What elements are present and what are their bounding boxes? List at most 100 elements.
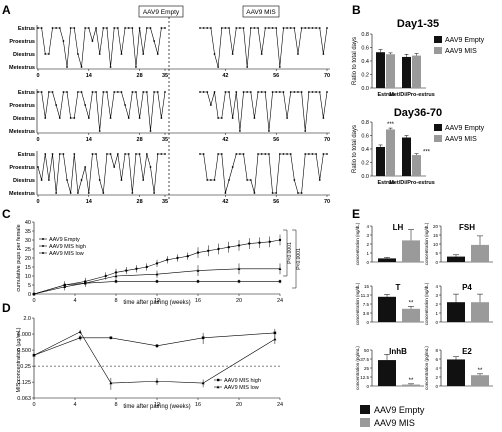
b-ytick-label: 0.4 (361, 59, 369, 65)
c-xtick-label: 24 (277, 298, 283, 304)
cycle-point (77, 53, 79, 55)
d-xtick-label: 4 (73, 402, 76, 408)
e-bar (471, 302, 489, 322)
e-bar (402, 384, 420, 386)
cycle-trace (200, 153, 327, 194)
cycle-point (40, 91, 43, 93)
cycle-point (202, 91, 205, 93)
e-ytick-label: 11.3 (361, 293, 370, 298)
a-xtick-label: 28 (137, 137, 143, 143)
cycle-point (66, 66, 68, 68)
c-ytick-label: 30 (25, 238, 31, 244)
d-ylabel: MIS concentration (µg/mL) (16, 327, 22, 392)
cycle-point (286, 27, 288, 29)
e-ytick-label: 0 (435, 384, 438, 389)
cycle-point (95, 91, 97, 93)
cycle-point (242, 27, 245, 29)
cycle-point (228, 27, 230, 29)
cycle-point (47, 53, 50, 55)
cycle-point (231, 166, 234, 168)
c-point (217, 247, 220, 251)
c-point (145, 265, 148, 269)
cycle-point (239, 130, 241, 132)
cycle-point (98, 53, 101, 55)
cycle-point (145, 91, 148, 93)
cycle-point (69, 192, 72, 194)
d-point (78, 336, 82, 340)
cycle-point (51, 91, 54, 93)
cycle-point (326, 27, 328, 29)
b-bar (402, 137, 411, 176)
e-sig-mark: ** (409, 378, 414, 384)
cycle-point (58, 27, 61, 29)
cycle-point (66, 179, 68, 181)
e-sig-mark: ** (478, 368, 483, 374)
state-label: Metestrus (9, 129, 35, 135)
cycle-point (84, 166, 87, 168)
d-legend-marker (216, 385, 220, 389)
cycle-trace (200, 27, 328, 68)
e-ytick-label: 15 (433, 233, 439, 238)
d-point (201, 381, 205, 385)
cycle-point (102, 27, 105, 29)
cycle-point (293, 27, 296, 29)
cycle-point (289, 153, 292, 155)
c-xtick-label: 4 (73, 298, 76, 304)
cycle-point (311, 27, 314, 29)
cycle-point (44, 53, 47, 55)
e-ytick-label: 0 (366, 384, 369, 389)
b-bar (402, 56, 411, 88)
c-point (207, 249, 210, 252)
cycle-point (228, 179, 230, 181)
cycle-point (160, 153, 163, 155)
cycle-point (315, 27, 318, 29)
panel-d: MIS concentration (µg/mL) time after pai… (16, 316, 283, 410)
b-legend-swatch (434, 47, 442, 54)
c-point (104, 274, 107, 278)
cycle-point (300, 91, 303, 93)
cycle-point (264, 91, 267, 93)
e-legend-swatch-empty (360, 405, 370, 414)
b-bar (412, 55, 421, 88)
cycle-point (209, 104, 212, 106)
cycle-point (307, 27, 310, 29)
cycle-point (120, 53, 123, 55)
state-label: Metestrus (9, 65, 35, 71)
cycle-point (69, 27, 72, 29)
cycle-point (249, 27, 252, 29)
cycle-point (135, 91, 137, 93)
cycle-point (98, 130, 101, 132)
b-legend-label: AAV9 Empty (445, 37, 485, 44)
e-bar (447, 359, 465, 386)
d-ytick-label: 0.063 (17, 396, 31, 402)
c-point (248, 242, 251, 245)
state-label: Estrus (18, 152, 35, 158)
state-label: Diestrus (13, 52, 35, 58)
e-ylabel: concentration (pg/mL) (424, 346, 429, 390)
e-ytick-label: 2 (435, 375, 438, 380)
c-point (176, 256, 179, 260)
cycle-point (142, 91, 145, 93)
cycle-point (164, 91, 166, 93)
cycle-point (315, 153, 318, 155)
b-title-2: Day36-70 (394, 107, 442, 119)
panel-a: AAV9 Empty AAV9 MIS Estrus Proestrus Diest… (9, 5, 330, 205)
cycle-point (199, 27, 201, 29)
cycle-point (149, 130, 152, 132)
cycle-point (116, 153, 119, 155)
cycle-point (109, 66, 112, 68)
b-ytick-label: 0.8 (361, 120, 369, 126)
cycle-point (318, 179, 321, 181)
cycle-point (217, 153, 220, 155)
e-ytick-label: 12.5 (360, 375, 369, 380)
a-xtick-label: 0 (36, 137, 39, 143)
cycle-point (253, 192, 256, 194)
cycle-trace (38, 91, 166, 132)
c-legend-marker (42, 238, 44, 240)
e-bar (402, 308, 420, 322)
cycle-point (268, 27, 270, 29)
cycle-point (124, 27, 126, 29)
marker-empty-label: AAV9 Empty (143, 9, 180, 16)
cycle-point (213, 179, 216, 181)
